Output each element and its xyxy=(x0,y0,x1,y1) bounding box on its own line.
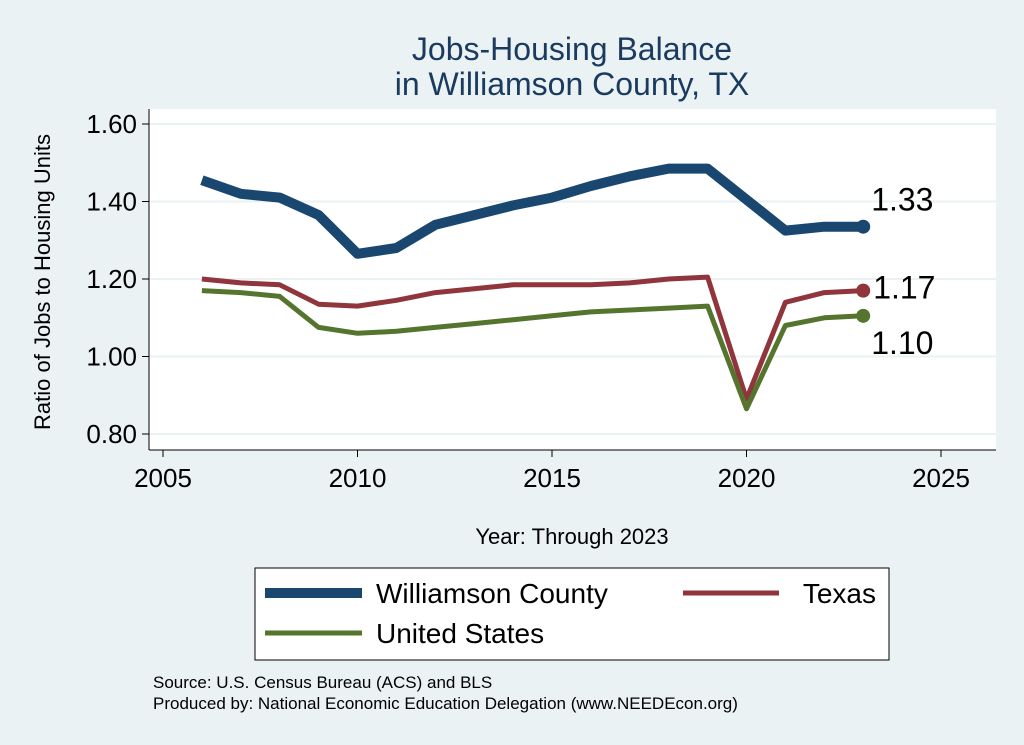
source-note: Source: U.S. Census Bureau (ACS) and BLS xyxy=(153,673,492,692)
x-tick-label: 2020 xyxy=(718,463,776,493)
series-endpoints: 1.33 1.17 1.10 xyxy=(856,182,935,361)
series-lines xyxy=(200,163,864,412)
legend-label-williamson-county: Williamson County xyxy=(376,578,608,609)
y-axis-ticks: 0.80 1.00 1.20 1.40 1.60 xyxy=(86,109,149,449)
x-tick-label: 2025 xyxy=(912,463,970,493)
y-axis-title: Ratio of Jobs to Housing Units xyxy=(30,134,55,430)
x-tick-label: 2005 xyxy=(134,463,192,493)
y-tick-label: 0.80 xyxy=(86,419,137,449)
series-endpoint-marker xyxy=(856,219,871,234)
legend: Williamson County Texas United States xyxy=(265,578,876,649)
series-end-label: 1.17 xyxy=(873,270,935,306)
legend-label-united-states: United States xyxy=(376,618,544,649)
x-tick-label: 2015 xyxy=(523,463,581,493)
x-axis-title: Year: Through 2023 xyxy=(475,524,668,549)
chart-title-line-1: Jobs-Housing Balance xyxy=(412,31,732,67)
producer-note: Produced by: National Economic Education… xyxy=(153,694,738,713)
y-tick-label: 1.20 xyxy=(86,264,137,294)
y-tick-label: 1.40 xyxy=(86,187,137,217)
y-tick-label: 1.00 xyxy=(86,342,137,372)
chart-title-line-2: in Williamson County, TX xyxy=(395,66,749,102)
x-axis-ticks: 2005 2010 2015 2020 2025 xyxy=(134,450,970,493)
x-tick-label: 2010 xyxy=(329,463,387,493)
series-line-williamson-county xyxy=(200,163,864,259)
series-end-label: 1.33 xyxy=(871,182,933,218)
legend-box xyxy=(254,567,890,661)
series-line-texas xyxy=(201,274,864,402)
y-tick-label: 1.60 xyxy=(86,109,137,139)
series-end-label: 1.10 xyxy=(871,325,933,361)
series-endpoint-marker xyxy=(856,308,871,323)
legend-label-texas: Texas xyxy=(803,578,876,609)
series-line-united-states xyxy=(201,288,864,412)
series-endpoint-marker xyxy=(856,283,871,298)
